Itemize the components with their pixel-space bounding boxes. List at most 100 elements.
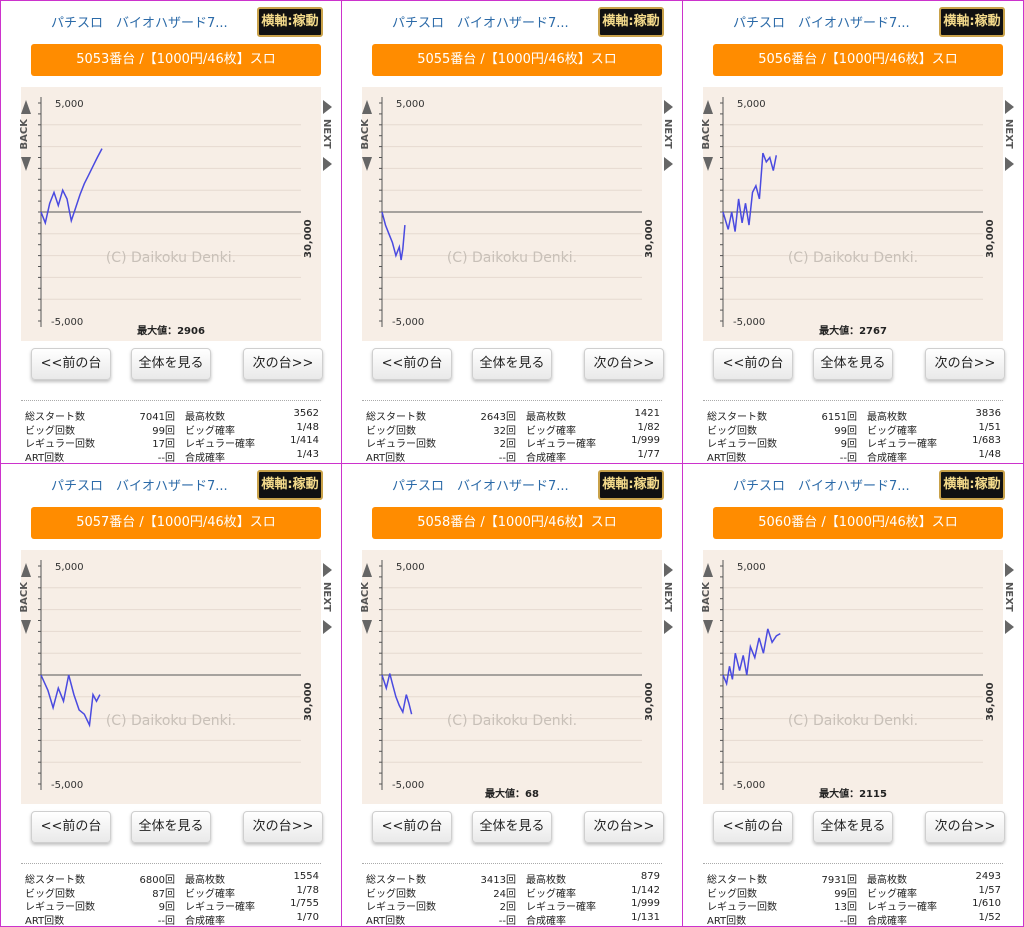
prev-machine-button[interactable]: <<前の台 — [713, 811, 793, 843]
arrow-right-icon[interactable] — [323, 156, 332, 171]
arrow-right-icon[interactable] — [1005, 156, 1014, 171]
arrow-up-icon[interactable] — [21, 100, 31, 114]
divider — [362, 863, 662, 864]
y-max-label: 5,000 — [737, 562, 766, 573]
back-label[interactable]: BACK — [360, 582, 371, 613]
arrow-down-icon[interactable] — [21, 620, 31, 635]
arrow-right-icon[interactable] — [664, 156, 673, 171]
axis-toggle-button[interactable]: 横軸:稼動 — [598, 470, 664, 500]
arrow-up-icon[interactable] — [21, 563, 31, 577]
machine-title[interactable]: パチスロ バイオハザード7... — [51, 479, 228, 494]
stat-label: レギュラー回数 — [25, 902, 95, 913]
back-label[interactable]: BACK — [701, 582, 712, 613]
arrow-right-icon[interactable] — [664, 100, 673, 114]
arrow-up-icon[interactable] — [362, 100, 372, 114]
stat-label: レギュラー回数 — [366, 902, 436, 913]
arrow-down-icon[interactable] — [362, 157, 372, 172]
view-all-button[interactable]: 全体を見る — [131, 811, 211, 843]
stat-value: 1/77 — [637, 448, 660, 460]
axis-toggle-button[interactable]: 横軸:稼動 — [257, 7, 323, 37]
arrow-right-icon[interactable] — [323, 619, 332, 634]
y-max-label: 5,000 — [55, 99, 84, 110]
next-label[interactable]: NEXT — [1003, 582, 1014, 612]
arrow-down-icon[interactable] — [362, 620, 372, 635]
slump-graph-svg: 5,000 -5,000 36,000 (C) Daikoku Denki. 最大値：2… — [720, 560, 996, 800]
prev-machine-button[interactable]: <<前の台 — [31, 348, 111, 380]
machine-title[interactable]: パチスロ バイオハザード7... — [392, 479, 569, 494]
next-nav[interactable]: NEXT — [662, 97, 676, 174]
next-machine-button[interactable]: 次の台>> — [243, 811, 323, 843]
view-all-button[interactable]: 全体を見る — [131, 348, 211, 380]
axis-toggle-button[interactable]: 横軸:稼動 — [598, 7, 664, 37]
machine-title[interactable]: パチスロ バイオハザード7... — [51, 16, 228, 31]
next-label[interactable]: NEXT — [1003, 119, 1014, 149]
arrow-up-icon[interactable] — [362, 563, 372, 577]
next-machine-button[interactable]: 次の台>> — [925, 811, 1005, 843]
arrow-right-icon[interactable] — [1005, 100, 1014, 114]
stat-value: 1/142 — [631, 884, 660, 896]
prev-machine-button[interactable]: <<前の台 — [713, 348, 793, 380]
arrow-right-icon[interactable] — [664, 563, 673, 577]
arrow-down-icon[interactable] — [703, 620, 713, 635]
next-label[interactable]: NEXT — [662, 119, 673, 149]
next-nav[interactable]: NEXT — [321, 97, 335, 174]
view-all-button[interactable]: 全体を見る — [472, 811, 552, 843]
arrow-right-icon[interactable] — [664, 619, 673, 634]
next-nav[interactable]: NEXT — [662, 560, 676, 637]
arrow-down-icon[interactable] — [703, 157, 713, 172]
back-nav[interactable]: BACK — [19, 560, 33, 637]
next-label[interactable]: NEXT — [662, 582, 673, 612]
unit-number-bar: 5056番台 /【1000円/46枚】スロ — [713, 44, 1003, 76]
back-label[interactable]: BACK — [19, 119, 30, 150]
stats-row: レギュラー回数 13回 レギュラー確率 1/610 — [707, 898, 1007, 913]
arrow-right-icon[interactable] — [323, 563, 332, 577]
stat-label: レギュラー回数 — [366, 439, 436, 450]
stat-label: 合成確率 — [867, 452, 907, 464]
back-nav[interactable]: BACK — [360, 97, 374, 174]
stat-label: ビッグ確率 — [526, 888, 576, 900]
next-nav[interactable]: NEXT — [1003, 97, 1017, 174]
stat-label: ビッグ回数 — [25, 888, 75, 900]
back-nav[interactable]: BACK — [360, 560, 374, 637]
axis-toggle-button[interactable]: 横軸:稼動 — [939, 7, 1005, 37]
next-machine-button[interactable]: 次の台>> — [584, 348, 664, 380]
back-nav[interactable]: BACK — [19, 97, 33, 174]
back-label[interactable]: BACK — [701, 119, 712, 150]
prev-machine-button[interactable]: <<前の台 — [372, 811, 452, 843]
back-label[interactable]: BACK — [360, 119, 371, 150]
prev-machine-button[interactable]: <<前の台 — [372, 348, 452, 380]
arrow-right-icon[interactable] — [1005, 563, 1014, 577]
next-nav[interactable]: NEXT — [1003, 560, 1017, 637]
axis-toggle-button[interactable]: 横軸:稼動 — [939, 470, 1005, 500]
arrow-right-icon[interactable] — [323, 100, 332, 114]
axis-toggle-button[interactable]: 横軸:稼動 — [257, 470, 323, 500]
stat-label: 最高枚数 — [867, 412, 907, 423]
next-machine-button[interactable]: 次の台>> — [243, 348, 323, 380]
arrow-up-icon[interactable] — [703, 100, 713, 114]
arrow-down-icon[interactable] — [21, 157, 31, 172]
stat-value: 1/48 — [296, 421, 319, 433]
next-label[interactable]: NEXT — [321, 582, 332, 612]
back-nav[interactable]: BACK — [701, 560, 715, 637]
machine-title[interactable]: パチスロ バイオハザード7... — [392, 16, 569, 31]
machine-title[interactable]: パチスロ バイオハザード7... — [733, 16, 910, 31]
view-all-button[interactable]: 全体を見る — [813, 811, 893, 843]
machine-panel: パチスロ バイオハザード7... 横軸:稼動 5056番台 /【1000円/46… — [682, 0, 1024, 464]
stat-label: レギュラー回数 — [707, 902, 777, 913]
next-machine-button[interactable]: 次の台>> — [925, 348, 1005, 380]
stats-row: ART回数 --回 合成確率 1/131 — [366, 912, 666, 927]
back-label[interactable]: BACK — [19, 582, 30, 613]
next-label[interactable]: NEXT — [321, 119, 332, 149]
machine-title[interactable]: パチスロ バイオハザード7... — [733, 479, 910, 494]
back-nav[interactable]: BACK — [701, 97, 715, 174]
stat-value: 1/78 — [296, 884, 319, 896]
view-all-button[interactable]: 全体を見る — [472, 348, 552, 380]
arrow-right-icon[interactable] — [1005, 619, 1014, 634]
prev-machine-button[interactable]: <<前の台 — [31, 811, 111, 843]
arrow-up-icon[interactable] — [703, 563, 713, 577]
next-machine-button[interactable]: 次の台>> — [584, 811, 664, 843]
stats-table: 総スタート数 3413回 最高枚数 879 ビッグ回数 24回 ビッグ確率 1/142 レギュラ… — [366, 871, 666, 927]
view-all-button[interactable]: 全体を見る — [813, 348, 893, 380]
machine-panel: パチスロ バイオハザード7... 横軸:稼動 5057番台 /【1000円/46… — [0, 463, 342, 927]
next-nav[interactable]: NEXT — [321, 560, 335, 637]
